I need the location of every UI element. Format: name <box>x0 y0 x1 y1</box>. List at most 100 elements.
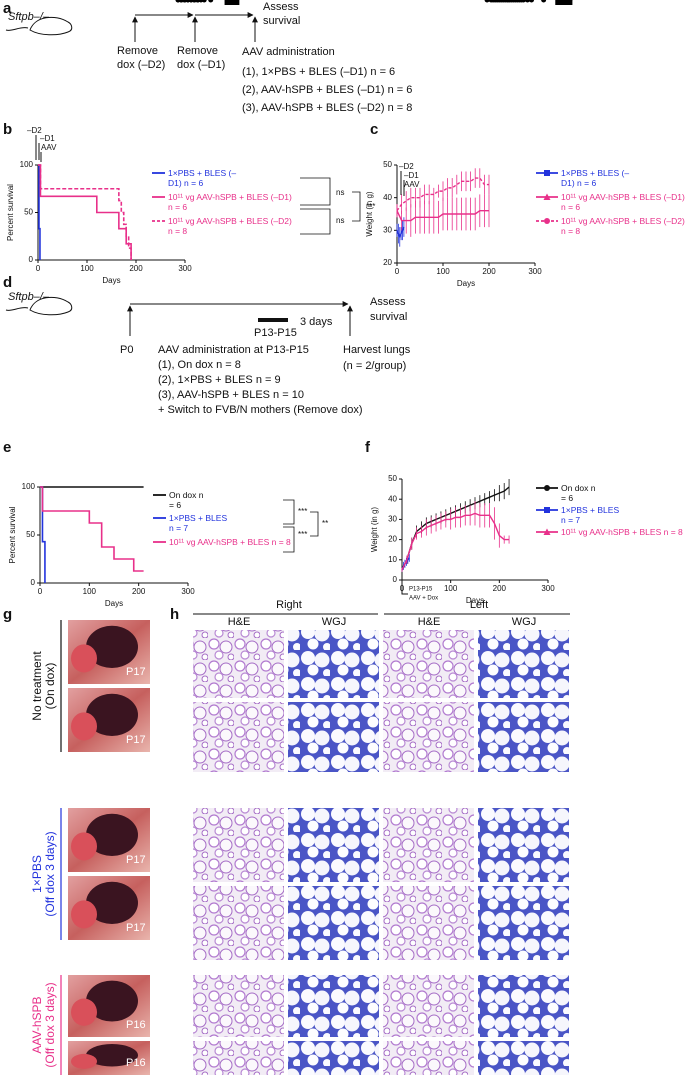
y-tick-label: 50 <box>388 474 397 483</box>
panel-h-header: Right Left H&E WGJ H&E WGJ <box>193 599 570 628</box>
photo-organ <box>86 1044 138 1067</box>
histology-image <box>193 702 284 772</box>
assess-label: Assess <box>370 296 406 308</box>
annotation: AAV <box>41 143 57 152</box>
histology-image <box>478 975 569 1037</box>
legend-label: On dox n = 6 <box>561 483 596 503</box>
aav-title: AAV administration at P13-P15 <box>158 344 309 356</box>
step-label: Remove <box>117 45 158 57</box>
photo-organ <box>71 832 97 861</box>
marker <box>175 0 181 3</box>
x-tick-label: 300 <box>178 264 192 273</box>
x-tick-label: 300 <box>528 267 542 276</box>
photo-label: P17 <box>126 734 146 746</box>
y-axis-title: Percent survival <box>8 506 17 563</box>
group-label: (Off dox 3 days) <box>43 831 57 916</box>
photo-organ <box>71 900 97 929</box>
legend-label: 10¹¹ vg AAV-hSPB + BLES (–D2) n = 8 <box>561 216 685 236</box>
marker <box>224 0 230 5</box>
legend-label: 10¹¹ vg AAV-hSPB + BLES (–D1) n = 6 <box>168 192 292 212</box>
annotation: –D1 <box>40 134 55 143</box>
y-tick-label: 50 <box>26 530 35 539</box>
y-tick-label: 50 <box>383 160 392 169</box>
legend-marker <box>543 528 551 535</box>
stain-label: H&E <box>228 616 251 628</box>
genotype: Sftpb–/– <box>8 11 50 23</box>
histology-image <box>193 1041 284 1075</box>
annotation-arrow <box>401 582 408 595</box>
histology-image <box>288 975 379 1037</box>
group-item: (1), On dox n = 8 <box>158 359 241 371</box>
photo-organ <box>71 644 97 673</box>
marker <box>541 0 547 3</box>
marker <box>234 0 240 5</box>
annotation: AAV + Dox <box>409 596 438 602</box>
marker <box>555 0 561 5</box>
y-tick-label: 30 <box>388 515 397 524</box>
y-tick-label: 100 <box>22 482 36 491</box>
group-label: No treatment <box>30 651 44 721</box>
photo-organ <box>71 998 97 1026</box>
series-line <box>401 512 510 571</box>
step-label: dox (–D2) <box>117 59 165 71</box>
panel-label: f <box>365 439 371 456</box>
y-axis-title: Weight (in g) <box>365 191 374 237</box>
panel-d: d Sftpb–/– 3 days P13-P15 Assess surviva… <box>3 274 411 416</box>
annotation: P13-P15 <box>409 587 433 593</box>
x-tick-label: 300 <box>181 587 195 596</box>
annotation: AAV <box>404 180 420 189</box>
histology-image <box>193 886 284 960</box>
group-item: (1), 1×PBS + BLES (–D1) n = 6 <box>242 66 395 78</box>
photo-label: P17 <box>126 922 146 934</box>
genotype: Sftpb–/– <box>8 291 50 303</box>
stain-label: H&E <box>418 616 441 628</box>
assess-label: Assess <box>263 1 299 13</box>
duration: 3 days <box>300 316 333 328</box>
group-label: (On dox) <box>43 663 57 710</box>
x-tick-label: 0 <box>38 587 43 596</box>
histology-image <box>383 702 474 772</box>
x-tick-label: 100 <box>83 587 97 596</box>
side-label: Right <box>276 599 302 611</box>
y-tick-label: 20 <box>388 535 397 544</box>
photo-organ <box>86 693 138 736</box>
series-line <box>396 177 489 212</box>
legend-marker <box>544 507 550 513</box>
x-tick-label: 100 <box>80 264 94 273</box>
step-label: Remove <box>177 45 218 57</box>
y-axis-title: Percent survival <box>6 184 15 241</box>
group-item: (3), AAV-hSPB + BLES n = 10 <box>158 389 304 401</box>
y-tick-label: 10 <box>388 555 397 564</box>
marker <box>488 0 494 3</box>
photo-organ <box>86 980 138 1022</box>
survival-curve <box>40 486 144 572</box>
group-item: + Switch to FVB/N mothers (Remove dox) <box>158 404 362 416</box>
significance: ns <box>336 188 344 197</box>
histology-image <box>288 1041 379 1075</box>
x-tick-label: 200 <box>493 584 507 593</box>
panel-label: g <box>3 606 12 623</box>
step-label: dox (–D1) <box>177 59 225 71</box>
marker <box>484 0 490 3</box>
panel-label: h <box>170 606 179 623</box>
marker <box>227 0 233 5</box>
stain-label: WGJ <box>512 616 536 628</box>
y-tick-label: 40 <box>383 193 392 202</box>
panel-label: c <box>370 121 378 138</box>
y-tick-label: 0 <box>393 575 398 584</box>
annotation: –D2 <box>399 162 414 171</box>
x-axis-title: Days <box>457 279 475 288</box>
marker <box>524 0 530 3</box>
legend-label: 10¹¹ vg AAV-hSPB + BLES n = 8 <box>561 527 683 537</box>
marker <box>231 0 237 5</box>
significance: *** <box>298 507 307 516</box>
window-label: P13-P15 <box>254 327 297 339</box>
histology-image <box>383 808 474 882</box>
x-tick-label: 100 <box>436 267 450 276</box>
start-label: P0 <box>120 344 133 356</box>
mouse-icon <box>5 296 73 316</box>
panel-label: e <box>3 439 11 456</box>
y-tick-label: 30 <box>383 225 392 234</box>
y-tick-label: 100 <box>20 160 34 169</box>
